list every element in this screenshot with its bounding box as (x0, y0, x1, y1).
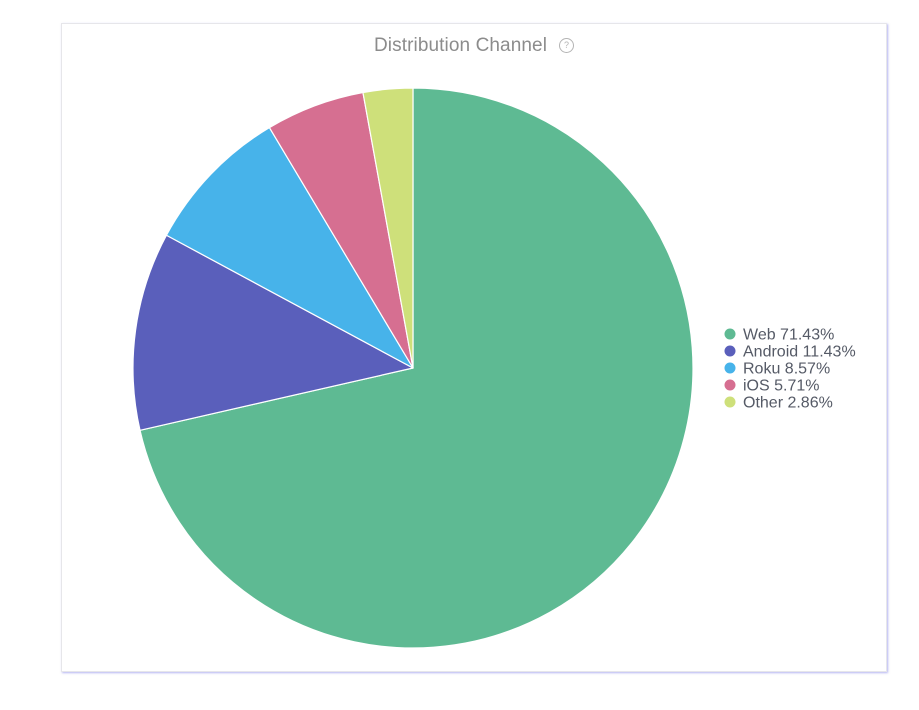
legend-item-web[interactable]: Web 71.43% (724, 327, 835, 344)
legend-label: Android 11.43% (743, 344, 856, 361)
pie-slice-web[interactable] (139, 87, 694, 649)
pie-slices (132, 87, 694, 649)
pie-slice-other[interactable] (362, 87, 414, 369)
pie-slice-android[interactable] (132, 234, 414, 431)
pie-slice-roku[interactable] (165, 127, 414, 369)
legend-marker (724, 328, 736, 340)
chart-title-row: Distribution Channel? (62, 35, 886, 57)
chart-title: Distribution Channel (373, 35, 548, 56)
legend-item-roku[interactable]: Roku 8.57% (724, 361, 831, 378)
legend-label: Web 71.43% (743, 327, 834, 344)
help-icon[interactable]: ? (559, 38, 575, 53)
legend-marker (724, 379, 736, 391)
chart-legend: Web 71.43%Android 11.43%Roku 8.57%iOS 5.… (724, 327, 856, 412)
legend-marker (724, 362, 736, 374)
legend-item-ios[interactable]: iOS 5.71% (724, 378, 820, 395)
legend-marker (724, 396, 736, 408)
legend-label: Other 2.86% (743, 395, 833, 412)
legend-label: Roku 8.57% (743, 361, 830, 378)
legend-item-android[interactable]: Android 11.43% (724, 344, 856, 361)
legend-label: iOS 5.71% (743, 378, 819, 395)
legend-marker (724, 345, 736, 357)
legend-item-other[interactable]: Other 2.86% (724, 395, 833, 412)
